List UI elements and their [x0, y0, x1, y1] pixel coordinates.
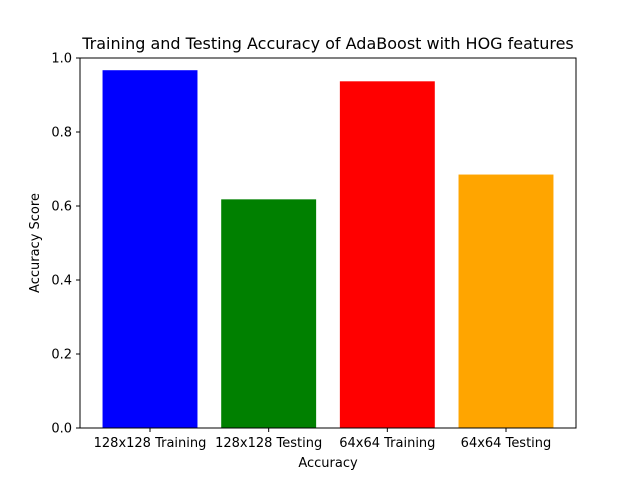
- plot-frame: [79, 57, 577, 429]
- x-tick-label: 64x64 Training: [339, 436, 435, 451]
- y-tick-label: 0.8: [51, 126, 72, 141]
- x-tick-label: 128x128 Training: [94, 436, 207, 451]
- bar-64x64-testing: [458, 174, 554, 428]
- bar-128x128-training: [102, 70, 198, 429]
- y-tick-label: 1.0: [51, 52, 72, 67]
- y-axis-label: Accuracy Score: [28, 193, 43, 293]
- x-axis-ticks: 128x128 Training 128x128 Testing 64x64 Tra…: [94, 428, 552, 451]
- y-tick-label: 0.0: [51, 422, 72, 437]
- y-tick-label: 0.6: [51, 200, 72, 215]
- y-tick-label: 0.2: [51, 348, 72, 363]
- x-tick-label: 64x64 Testing: [461, 436, 552, 451]
- y-axis-ticks: 0.0 0.2 0.4 0.6 0.8 1.0: [51, 52, 80, 437]
- x-axis-label: Accuracy: [298, 456, 358, 471]
- chart-title: Training and Testing Accuracy of AdaBoos…: [81, 34, 574, 53]
- bar-128x128-testing: [221, 199, 317, 428]
- y-tick-label: 0.4: [51, 274, 72, 289]
- x-tick-label: 128x128 Testing: [215, 436, 322, 451]
- bars-group: [102, 70, 554, 429]
- bar-64x64-training: [339, 81, 435, 428]
